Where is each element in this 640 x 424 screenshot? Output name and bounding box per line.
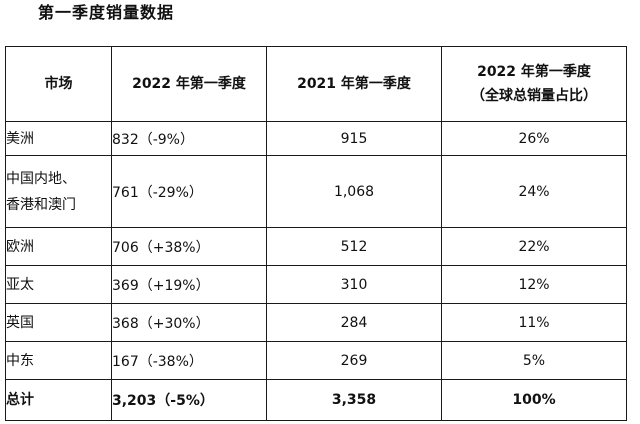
- header-q1-2021-label: 2021 年第一季度: [297, 76, 411, 92]
- total-q1-2022: 3,203（-5%）: [111, 379, 267, 421]
- total-q1-2021: 3,358: [266, 379, 442, 421]
- row-market: 英国: [5, 303, 112, 342]
- total-share: 100%: [441, 379, 627, 421]
- table-header-row: 市场 2022 年第一季度 2021 年第一季度 2022 年第一季度 （全球总…: [5, 46, 627, 122]
- row-q1-2021: 1,068: [266, 155, 442, 228]
- row-q1-2022: 761（-29%）: [111, 155, 267, 228]
- header-q1-2022: 2022 年第一季度: [111, 46, 267, 122]
- sales-table: 市场 2022 年第一季度 2021 年第一季度 2022 年第一季度 （全球总…: [5, 46, 627, 421]
- table-row: 美洲 832（-9%） 915 26%: [5, 121, 627, 156]
- row-market: 美洲: [5, 121, 112, 156]
- table-row: 中东 167（-38%） 269 5%: [5, 341, 627, 380]
- row-q1-2022: 167（-38%）: [111, 341, 267, 380]
- row-q1-2021: 512: [266, 227, 442, 266]
- row-market: 亚太: [5, 265, 112, 304]
- row-market: 中国内地、 香港和澳门: [5, 155, 112, 228]
- row-share: 24%: [441, 155, 627, 228]
- row-share: 22%: [441, 227, 627, 266]
- row-q1-2022: 706（+38%）: [111, 227, 267, 266]
- row-share: 26%: [441, 121, 627, 156]
- row-q1-2022: 368（+30%）: [111, 303, 267, 342]
- table-row: 中国内地、 香港和澳门 761（-29%） 1,068 24%: [5, 155, 627, 228]
- row-q1-2021: 284: [266, 303, 442, 342]
- header-market: 市场: [5, 46, 112, 122]
- row-market: 中东: [5, 341, 112, 380]
- row-market-line2: 香港和澳门: [6, 196, 77, 213]
- table-row: 亚太 369（+19%） 310 12%: [5, 265, 627, 304]
- header-share-line2: （全球总销量占比）: [471, 88, 597, 104]
- header-share-line1: 2022 年第一季度: [477, 64, 591, 80]
- header-share: 2022 年第一季度 （全球总销量占比）: [441, 46, 627, 122]
- row-q1-2022: 832（-9%）: [111, 121, 267, 156]
- row-market-line1: 中国内地、: [6, 170, 77, 187]
- page-title: 第一季度销量数据: [38, 3, 175, 22]
- table-row: 英国 368（+30%） 284 11%: [5, 303, 627, 342]
- total-market: 总计: [5, 379, 112, 421]
- row-q1-2021: 915: [266, 121, 442, 156]
- header-q1-2021: 2021 年第一季度: [266, 46, 442, 122]
- row-share: 12%: [441, 265, 627, 304]
- row-market: 欧洲: [5, 227, 112, 266]
- row-q1-2021: 310: [266, 265, 442, 304]
- row-q1-2021: 269: [266, 341, 442, 380]
- table-total-row: 总计 3,203（-5%） 3,358 100%: [5, 379, 627, 421]
- header-q1-2022-label: 2022 年第一季度: [132, 76, 246, 92]
- row-share: 11%: [441, 303, 627, 342]
- row-q1-2022: 369（+19%）: [111, 265, 267, 304]
- table-row: 欧洲 706（+38%） 512 22%: [5, 227, 627, 266]
- row-share: 5%: [441, 341, 627, 380]
